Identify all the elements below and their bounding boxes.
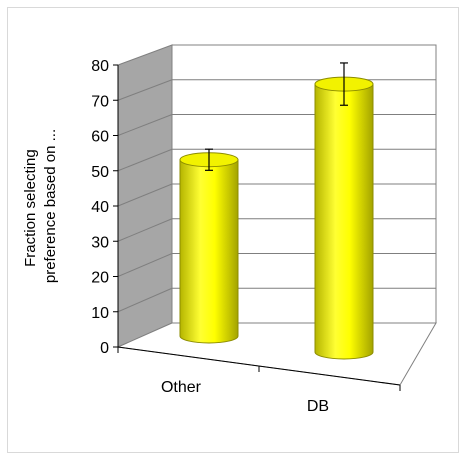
category-label-db: DB bbox=[307, 398, 329, 415]
y-tick-label: 0 bbox=[100, 340, 109, 357]
y-axis-label: Fraction selecting preference based on .… bbox=[22, 129, 59, 283]
bar-db bbox=[314, 62, 374, 360]
error-bar bbox=[205, 148, 213, 171]
bar-other bbox=[179, 148, 239, 344]
y-tick-label: 30 bbox=[91, 234, 109, 251]
category-label-other: Other bbox=[161, 379, 202, 396]
gridline-side bbox=[117, 253, 173, 277]
bar-body bbox=[179, 159, 239, 344]
gridline-side bbox=[117, 183, 173, 207]
y-axis-label-line-2: preference based on ... bbox=[42, 129, 59, 283]
y-axis-label-line-1: Fraction selecting bbox=[22, 149, 39, 267]
y-tick-label: 50 bbox=[91, 164, 109, 181]
category-labels: Other DB bbox=[161, 379, 329, 415]
y-tick-labels: 0 10 20 30 40 50 60 70 80 bbox=[91, 58, 118, 357]
y-tick-label: 60 bbox=[91, 129, 109, 146]
floor bbox=[116, 322, 437, 386]
bar-body bbox=[314, 83, 374, 360]
plot-walls bbox=[116, 44, 437, 386]
y-tick-label: 40 bbox=[91, 199, 109, 216]
gridline-side bbox=[117, 218, 173, 242]
bars bbox=[179, 62, 374, 360]
chart-frame bbox=[7, 7, 459, 453]
y-tick-label: 80 bbox=[91, 58, 109, 75]
y-tick-label: 70 bbox=[91, 93, 109, 110]
y-tick-label: 10 bbox=[91, 305, 109, 322]
gridline-side bbox=[117, 287, 173, 313]
y-tick-label: 20 bbox=[91, 270, 109, 287]
error-bar bbox=[340, 62, 348, 106]
gridline-side bbox=[117, 148, 173, 172]
gridline-side bbox=[117, 114, 173, 136]
gridline-side bbox=[117, 79, 173, 101]
